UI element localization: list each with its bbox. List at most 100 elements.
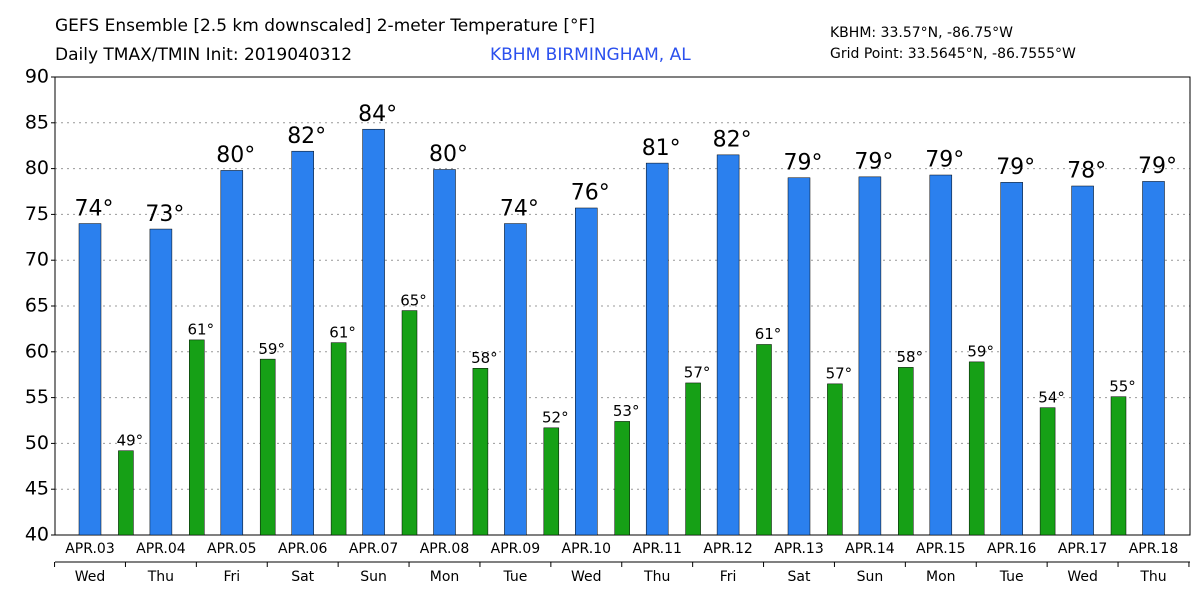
x-tick-label: APR.11 [632, 541, 682, 557]
data-label: 82° [287, 124, 326, 149]
weekday-label: Sat [788, 569, 811, 585]
weekday-label: Fri [720, 569, 737, 585]
bar [504, 223, 527, 536]
bar [433, 169, 456, 536]
bar [362, 128, 385, 536]
y-tick-label: 55 [25, 386, 49, 408]
y-tick-label: 45 [25, 478, 49, 500]
data-label: 81° [642, 136, 681, 161]
bar [898, 367, 914, 536]
x-tick-label: APR.16 [987, 541, 1037, 557]
data-label: 80° [429, 142, 468, 167]
data-label: 84° [358, 102, 397, 127]
data-label: 80° [216, 143, 255, 168]
y-tick-label: 70 [25, 249, 49, 271]
bar [543, 427, 560, 536]
bar [614, 421, 630, 536]
x-tick-label: APR.05 [207, 541, 257, 557]
weekday-label: Wed [571, 569, 602, 585]
bar [858, 176, 882, 536]
bar [685, 382, 701, 536]
x-tick-label: APR.09 [491, 541, 541, 557]
bar [968, 361, 985, 536]
bar [716, 154, 740, 536]
grid-point-label: Grid Point: 33.5645°N, -86.7555°W [830, 46, 1076, 62]
bar [472, 368, 489, 536]
data-label: 49° [117, 431, 144, 449]
bar [1000, 182, 1023, 536]
bar [787, 177, 811, 536]
bar [220, 170, 244, 536]
weekday-label: Sun [360, 569, 387, 585]
x-tick-label: APR.04 [136, 541, 186, 557]
bar [1142, 181, 1165, 536]
x-tick-label: APR.07 [349, 541, 399, 557]
y-tick-label: 85 [25, 111, 49, 133]
data-label: 57° [826, 365, 853, 383]
data-label: 82° [713, 128, 752, 153]
bar [575, 207, 598, 536]
data-label: 59° [967, 343, 994, 361]
data-label: 58° [471, 349, 498, 367]
data-label: 53° [613, 402, 640, 420]
data-label: 79° [784, 150, 823, 175]
weekday-label: Thu [643, 569, 670, 585]
data-label: 74° [500, 196, 539, 221]
y-tick-label: 80 [25, 157, 49, 179]
data-label: 59° [258, 340, 285, 358]
y-tick-label: 50 [25, 432, 49, 454]
chart-subtitle: Daily TMAX/TMIN Init: 2019040312 [55, 45, 352, 65]
weekday-label: Tue [502, 569, 527, 585]
data-label: 65° [400, 291, 427, 309]
weekday-label: Mon [430, 569, 460, 585]
station-label: KBHM BIRMINGHAM, AL [490, 45, 691, 65]
weekday-label: Mon [926, 569, 956, 585]
weekday-label: Sat [291, 569, 314, 585]
x-tick-label: APR.14 [845, 541, 895, 557]
bar [149, 228, 173, 536]
data-label: 55° [1109, 377, 1136, 395]
bar [827, 383, 843, 536]
x-tick-label: APR.15 [916, 541, 966, 557]
bar [189, 339, 205, 536]
weekday-label: Thu [1139, 569, 1166, 585]
location-label: KBHM: 33.57°N, -86.75°W [830, 25, 1013, 41]
weekday-label: Sun [857, 569, 884, 585]
x-tick-label: APR.13 [774, 541, 824, 557]
bar [78, 223, 102, 536]
bar [259, 358, 276, 536]
bar [1071, 185, 1094, 536]
y-tick-label: 60 [25, 340, 49, 362]
x-tick-label: APR.12 [703, 541, 753, 557]
y-tick-label: 75 [25, 203, 49, 225]
bar [1039, 407, 1056, 536]
data-label: 54° [1038, 388, 1065, 406]
data-label: 76° [571, 181, 610, 206]
x-tick-label: APR.08 [420, 541, 470, 557]
weekday-label: Wed [1067, 569, 1098, 585]
x-tick-label: APR.06 [278, 541, 328, 557]
data-label: 79° [996, 155, 1035, 180]
data-label: 57° [684, 364, 711, 382]
data-label: 58° [897, 348, 924, 366]
y-tick-label: 40 [25, 524, 49, 546]
x-tick-label: APR.17 [1058, 541, 1108, 557]
data-label: 61° [755, 325, 782, 343]
bar [330, 342, 347, 536]
bar [291, 150, 314, 536]
data-label: 73° [145, 202, 184, 227]
x-tick-label: APR.18 [1129, 541, 1179, 557]
data-label: 52° [542, 409, 569, 427]
data-label: 79° [854, 150, 893, 175]
y-tick-label: 90 [25, 66, 49, 88]
x-tick-label: APR.10 [562, 541, 612, 557]
y-tick-label: 65 [25, 295, 49, 317]
bar [756, 344, 772, 536]
weekday-label: Fri [223, 569, 240, 585]
data-label: 79° [925, 148, 964, 173]
data-label: 79° [1138, 154, 1177, 179]
data-label: 78° [1067, 159, 1106, 184]
bar [118, 450, 134, 536]
x-tick-label: APR.03 [65, 541, 115, 557]
